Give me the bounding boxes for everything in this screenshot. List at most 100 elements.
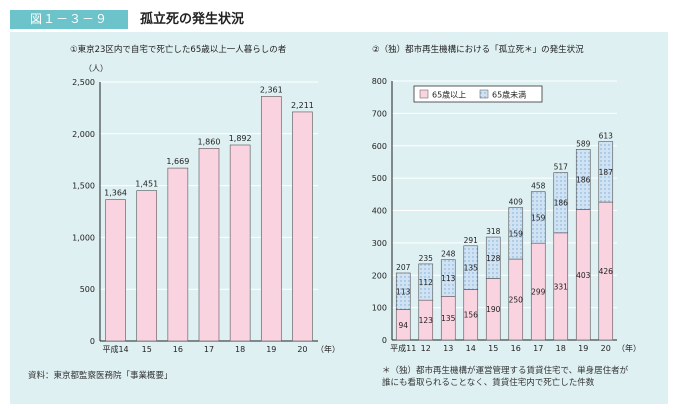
chart2-data-label-65plus: 403	[576, 271, 591, 280]
chart2-bar-under65	[463, 245, 479, 290]
chart1-bar	[292, 111, 313, 342]
chart2-x-tick-label: 17	[533, 344, 543, 353]
chart2-legend-label-under65: 65歳未満	[492, 90, 526, 100]
chart1-data-label: 2,211	[291, 101, 314, 110]
chart1-unit-label: （人）	[84, 64, 108, 73]
chart1-data-label: 1,860	[198, 137, 221, 146]
chart2-bar-under65	[508, 207, 524, 260]
chart2-x-tick-label: 平成11	[390, 343, 416, 353]
chart1-y-tick-label: 1,500	[72, 182, 95, 191]
chart2-x-tick-label: 14	[466, 344, 476, 353]
figure-number-badge: 図１－３－９	[10, 10, 128, 29]
chart1-x-tick-label: 17	[204, 345, 214, 354]
chart2-total-label: 291	[464, 236, 479, 245]
chart2-legend-label-65plus: 65歳以上	[432, 90, 466, 100]
chart2-x-tick-label: 20	[601, 344, 611, 353]
chart1-y-tick-label: 500	[80, 285, 95, 294]
chart2-y-tick-label: 800	[372, 77, 387, 86]
chart2-data-label-under65: 159	[531, 213, 546, 222]
chart2-total-label: 207	[396, 263, 411, 272]
chart2-total-label: 613	[599, 132, 614, 141]
chart2-x-tick-label: 15	[488, 344, 498, 353]
chart2-data-label-under65: 135	[464, 264, 479, 273]
chart1-data-label: 2,361	[260, 85, 283, 94]
chart1-x-tick-label: 15	[142, 345, 152, 354]
chart2-bar-under65	[418, 263, 434, 301]
chart2-total-label: 318	[486, 227, 501, 236]
chart2-bar-under65	[395, 272, 411, 310]
chart2-legend-swatch-65plus	[419, 89, 429, 99]
chart2-y-tick-label: 400	[372, 207, 387, 216]
footnote-line-1: ＊（独）都市再生機構が運営管理する賃貸住宅で、単身居住者が	[382, 366, 629, 376]
chart1-data-label: 1,892	[229, 134, 252, 143]
chart1-bar	[167, 167, 189, 342]
chart2-total-label: 517	[554, 163, 569, 172]
figure-header: 図１－３－９ 孤立死の発生状況	[0, 0, 679, 29]
chart2-data-label-under65: 186	[576, 175, 591, 184]
chart1-bar	[260, 96, 282, 342]
chart1-y-tick-label: 0	[90, 337, 95, 346]
chart2-bar-under65	[553, 172, 569, 234]
chart1-bar	[198, 148, 220, 342]
chart2-bar-under65	[575, 149, 591, 210]
chart2-x-tick-label: 16	[511, 344, 521, 353]
footnote: ＊（独）都市再生機構が運営管理する賃貸住宅で、単身居住者が 誰にも看取られること…	[382, 365, 628, 389]
chart2-y-tick-label: 500	[372, 174, 387, 183]
chart1-x-tick-label: 16	[173, 345, 183, 354]
chart1-y-tick-label: 1,000	[72, 233, 95, 242]
chart2-legend-swatch-under65	[479, 89, 489, 99]
chart2-data-label-65plus: 190	[486, 305, 501, 314]
chart1-x-tick-label: 18	[235, 345, 245, 354]
chart1-y-tick-label: 2,500	[72, 78, 95, 87]
chart2-total-label: 589	[576, 139, 591, 148]
chart2-bar-under65	[485, 236, 501, 279]
chart2-y-tick-label: 600	[372, 142, 387, 151]
chart2-data-label-65plus: 135	[441, 314, 456, 323]
chart2-data-label-65plus: 123	[419, 316, 434, 325]
figure-title: 孤立死の発生状況	[140, 12, 245, 27]
chart1-data-label: 1,669	[166, 157, 189, 166]
chart2-data-label-under65: 159	[509, 229, 524, 238]
chart2-total-label: 235	[419, 254, 434, 263]
chart2-total-label: 458	[531, 182, 546, 191]
chart2-y-tick-label: 300	[372, 239, 387, 248]
chart2-data-label-65plus: 331	[554, 282, 569, 291]
chart1-bar	[136, 190, 158, 342]
chart1-y-tick-label: 2,000	[72, 130, 95, 139]
chart1-bar	[229, 144, 251, 342]
chart2-legend-box	[413, 85, 543, 103]
source-note: 資料：東京都監察医務院「事業概要」	[28, 371, 173, 381]
chart2-x-unit-label: （年）	[617, 343, 641, 353]
chart2-total-label: 409	[509, 198, 524, 207]
chart1-x-unit-label: （年）	[316, 344, 340, 354]
chart2-y-tick-label: 200	[372, 271, 387, 280]
chart2-data-label-under65: 187	[599, 168, 614, 177]
chart2-data-label-under65: 112	[419, 278, 434, 287]
chart1-x-tick-label: 19	[266, 345, 276, 354]
chart1-x-tick-label: 20	[297, 345, 307, 354]
chart2-bar-under65	[440, 259, 456, 297]
chart2-x-tick-label: 13	[443, 344, 453, 353]
chart1-data-label: 1,364	[104, 189, 127, 198]
chart2-total-label: 248	[441, 250, 456, 259]
chart2-data-label-65plus: 94	[398, 321, 408, 330]
chart2-data-label-under65: 113	[396, 287, 411, 296]
chart2-title: ②（独）都市再生機構における「孤立死＊」の発生状況	[372, 44, 584, 55]
chart2-data-label-under65: 113	[441, 274, 456, 283]
chart2-data-label-65plus: 426	[599, 267, 614, 276]
chart2-y-tick-label: 0	[382, 336, 387, 345]
chart2-x-tick-label: 18	[556, 344, 566, 353]
chart2-bar-under65	[598, 141, 614, 203]
chart1-x-tick-label: 平成14	[102, 344, 128, 354]
chart2-y-tick-label: 700	[372, 109, 387, 118]
chart2-data-label-65plus: 299	[531, 288, 546, 297]
chart2-data-label-under65: 128	[486, 254, 501, 263]
footnote-line-2: 誰にも看取られることなく、賃貸住宅内で死亡した件数	[382, 378, 595, 388]
chart1-data-label: 1,451	[135, 180, 158, 189]
chart2-x-tick-label: 12	[421, 344, 431, 353]
chart2-data-label-under65: 186	[554, 199, 569, 208]
chart2-data-label-65plus: 156	[464, 311, 479, 320]
chart2-bar-under65	[530, 191, 546, 244]
